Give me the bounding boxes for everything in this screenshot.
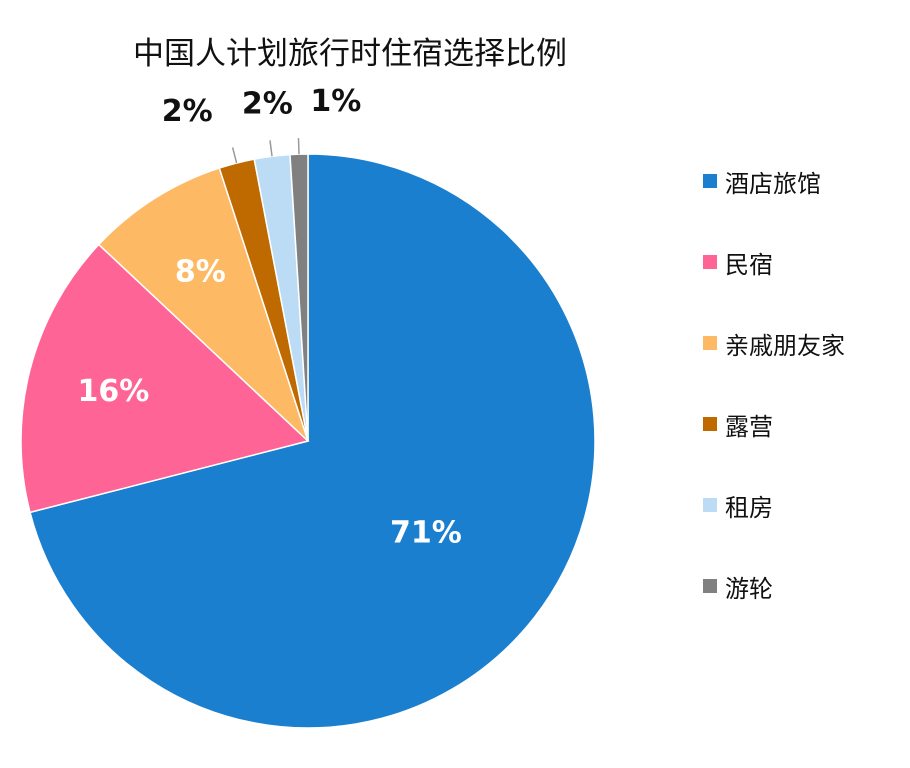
legend-label: 露营 — [725, 412, 773, 441]
slice-label-6: 1% — [310, 84, 361, 119]
legend-label: 酒店旅馆 — [725, 169, 821, 198]
slice-label-5: 2% — [242, 87, 293, 122]
legend-label: 游轮 — [725, 574, 773, 603]
legend-item-6: 游轮 — [703, 571, 773, 603]
pie-slice-3 — [97, 167, 309, 442]
slice-labels: 71% 16% 8% 2% 2% 1% — [77, 84, 461, 550]
leader-lines — [231, 138, 300, 164]
legend-item-4: 露营 — [703, 409, 773, 441]
legend-item-1: 酒店旅馆 — [703, 166, 821, 198]
leader-line-6 — [297, 138, 300, 155]
legend-swatch — [703, 255, 717, 269]
chart-title: 中国人计划旅行时住宿选择比例 — [133, 36, 567, 72]
legend-item-5: 租房 — [703, 490, 773, 522]
legend-label: 亲戚朋友家 — [725, 331, 845, 360]
legend-item-2: 民宿 — [703, 247, 773, 279]
pie-slices — [20, 153, 596, 729]
legend-swatch — [703, 579, 717, 593]
legend-item-3: 亲戚朋友家 — [703, 328, 845, 360]
leader-line-4 — [231, 147, 238, 164]
legend-swatch — [703, 336, 717, 350]
pie-slice-1 — [29, 153, 596, 729]
leader-line-5 — [269, 140, 273, 157]
pie-slice-2 — [20, 243, 310, 514]
legend-swatch — [703, 174, 717, 188]
legend-swatch — [703, 498, 717, 512]
slice-label-3: 8% — [175, 254, 226, 289]
legend-label: 租房 — [725, 493, 773, 522]
slice-label-1: 71% — [390, 516, 462, 551]
legend-label: 民宿 — [725, 250, 773, 279]
slice-label-2: 16% — [77, 374, 149, 409]
pie-slice-6 — [289, 153, 309, 442]
slice-label-4: 2% — [162, 94, 213, 129]
legend-swatch — [703, 417, 717, 431]
